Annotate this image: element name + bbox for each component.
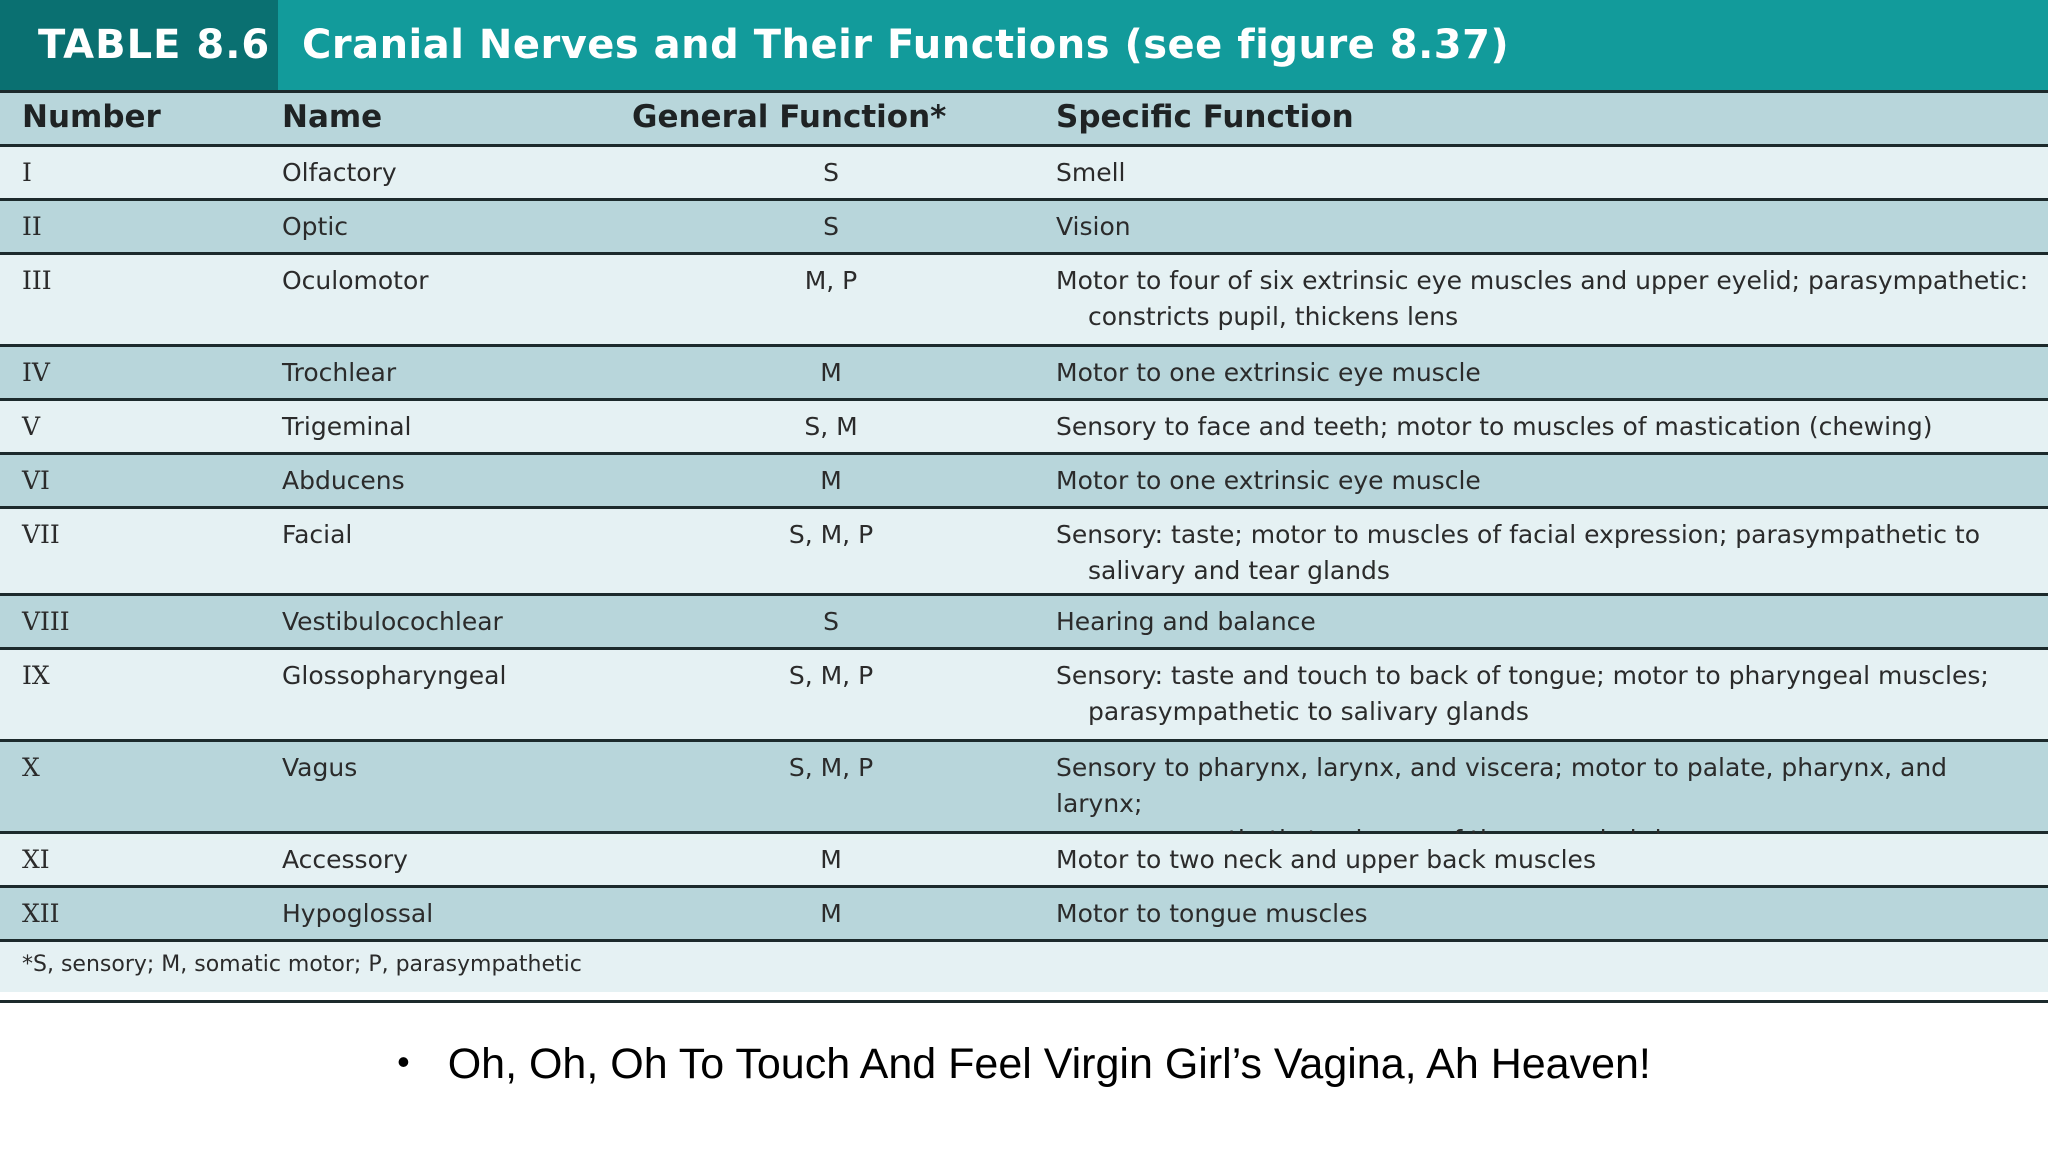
cell-name: Olfactory xyxy=(282,147,632,201)
cell-general-function: M, P xyxy=(632,255,1030,347)
cell-general-function: S, M, P xyxy=(632,509,1030,596)
cranial-nerves-table: TABLE 8.6 Cranial Nerves and Their Funct… xyxy=(0,0,2048,1003)
specific-line: Hearing and balance xyxy=(1056,607,1316,636)
cell-specific-function: Motor to tongue muscles xyxy=(1030,888,2048,942)
specific-line-continued: salivary and tear glands xyxy=(1088,556,1390,585)
specific-line-continued: parasympathetic to salivary glands xyxy=(1088,697,1529,726)
cell-general-function: M xyxy=(632,347,1030,401)
cell-name: Vagus xyxy=(282,742,632,834)
cell-number: X xyxy=(0,742,282,834)
cell-specific-function: Sensory: taste and touch to back of tong… xyxy=(1030,650,2048,742)
cell-number: VIII xyxy=(0,596,282,650)
specific-line-continued: constricts pupil, thickens lens xyxy=(1088,302,1459,331)
cell-number: IX xyxy=(0,650,282,742)
specific-line: Sensory to pharynx, larynx, and viscera;… xyxy=(1056,753,1948,818)
cell-name: Vestibulocochlear xyxy=(282,596,632,650)
cell-specific-function: Sensory to face and teeth; motor to musc… xyxy=(1030,401,2048,455)
cell-specific-function: Sensory: taste; motor to muscles of faci… xyxy=(1030,509,2048,596)
cell-general-function: S xyxy=(632,596,1030,650)
cell-specific-function: Vision xyxy=(1030,201,2048,255)
header-specific-function: Specific Function xyxy=(1030,93,2048,147)
specific-line: Motor to one extrinsic eye muscle xyxy=(1056,466,1481,495)
cell-general-function: S xyxy=(632,147,1030,201)
specific-line: Motor to two neck and upper back muscles xyxy=(1056,845,1596,874)
cell-name: Trochlear xyxy=(282,347,632,401)
header-number: Number xyxy=(0,93,282,147)
specific-line: Motor to tongue muscles xyxy=(1056,899,1368,928)
specific-line: Motor to four of six extrinsic eye muscl… xyxy=(1056,266,2029,295)
table-title: Cranial Nerves and Their Functions (see … xyxy=(302,22,1510,68)
specific-line: Vision xyxy=(1056,212,1131,241)
cell-number: VII xyxy=(0,509,282,596)
cell-specific-function: Smell xyxy=(1030,147,2048,201)
table-title-bar: TABLE 8.6 Cranial Nerves and Their Funct… xyxy=(0,0,2048,93)
specific-line: Smell xyxy=(1056,158,1126,187)
bullet-point: • Oh, Oh, Oh To Touch And Feel Virgin Gir… xyxy=(0,1040,2048,1089)
specific-line: Sensory: taste; motor to muscles of faci… xyxy=(1056,520,1981,549)
cell-number: IV xyxy=(0,347,282,401)
cell-number: V xyxy=(0,401,282,455)
cell-general-function: M xyxy=(632,834,1030,888)
cell-name: Accessory xyxy=(282,834,632,888)
cell-general-function: S, M, P xyxy=(632,742,1030,834)
cell-name: Oculomotor xyxy=(282,255,632,347)
cell-specific-function: Motor to two neck and upper back muscles xyxy=(1030,834,2048,888)
cell-specific-function: Motor to one extrinsic eye muscle xyxy=(1030,347,2048,401)
cell-number: XII xyxy=(0,888,282,942)
header-general-function: General Function* xyxy=(632,93,1030,147)
header-name: Name xyxy=(282,93,632,147)
cell-number: III xyxy=(0,255,282,347)
cell-name: Abducens xyxy=(282,455,632,509)
cell-specific-function: Sensory to pharynx, larynx, and viscera;… xyxy=(1030,742,2048,854)
specific-line: Motor to one extrinsic eye muscle xyxy=(1056,358,1481,387)
table-number-label: TABLE 8.6 xyxy=(0,0,278,90)
specific-line: Sensory to face and teeth; motor to musc… xyxy=(1056,412,1933,441)
cell-specific-function: Motor to one extrinsic eye muscle xyxy=(1030,455,2048,509)
cell-name: Trigeminal xyxy=(282,401,632,455)
cell-number: VI xyxy=(0,455,282,509)
mnemonic-text: Oh, Oh, Oh To Touch And Feel Virgin Girl… xyxy=(447,1040,1651,1088)
bullet-icon: • xyxy=(397,1041,410,1082)
cell-name: Facial xyxy=(282,509,632,596)
cell-name: Optic xyxy=(282,201,632,255)
cell-number: XI xyxy=(0,834,282,888)
cell-number: I xyxy=(0,147,282,201)
cell-general-function: S xyxy=(632,201,1030,255)
cell-general-function: M xyxy=(632,888,1030,942)
cell-name: Glossopharyngeal xyxy=(282,650,632,742)
table-footnote: *S, sensory; M, somatic motor; P, parasy… xyxy=(0,942,2048,992)
cell-specific-function: Motor to four of six extrinsic eye muscl… xyxy=(1030,255,2048,347)
cell-number: II xyxy=(0,201,282,255)
cell-general-function: S, M, P xyxy=(632,650,1030,742)
table-grid: Number Name General Function* Specific F… xyxy=(0,93,2048,942)
specific-line: Sensory: taste and touch to back of tong… xyxy=(1056,661,1989,690)
cell-general-function: S, M xyxy=(632,401,1030,455)
cell-name: Hypoglossal xyxy=(282,888,632,942)
cell-specific-function: Hearing and balance xyxy=(1030,596,2048,650)
cell-general-function: M xyxy=(632,455,1030,509)
